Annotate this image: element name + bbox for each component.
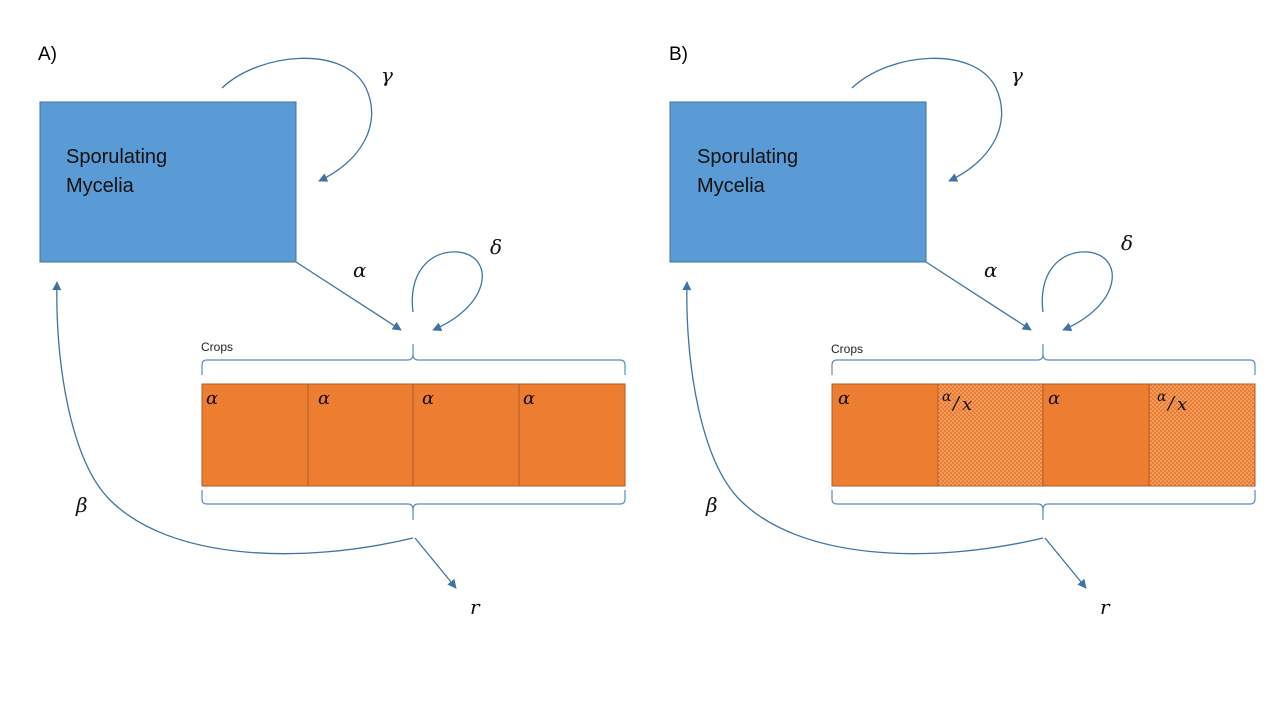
crop-cell-b-4-fraction: α / x [1157, 389, 1187, 415]
mycelia-label-line2-b: Mycelia [697, 175, 766, 197]
mycelia-box-b [669, 101, 927, 263]
gamma-arrow-b [851, 57, 1003, 182]
mycelia-box-a [39, 101, 297, 263]
alpha-label-a: α [353, 258, 367, 282]
top-brace-b [831, 344, 1256, 375]
top-brace-a [201, 344, 626, 375]
crop-cell-a-4 [518, 383, 626, 487]
gamma-label-a: γ [381, 63, 393, 87]
r-arrow-a [414, 537, 457, 589]
alpha-arrow-a [295, 261, 402, 331]
fraction-numerator: α [1157, 389, 1167, 405]
alpha-arrow-b [925, 261, 1032, 331]
fraction-slash: / [1166, 393, 1176, 414]
panel-a: A) Sporulating Mycelia γ α δ Crops α α α… [38, 44, 626, 619]
alpha-label-b: α [984, 258, 998, 282]
crop-cell-b-4 [1148, 383, 1256, 487]
crop-cell-a-4-label: α [523, 388, 535, 409]
crop-cell-b-2-fraction: α / x [942, 389, 972, 415]
crop-cell-a-1 [201, 383, 309, 487]
crop-cell-b-2 [937, 383, 1044, 487]
mycelia-label-line1-b: Sporulating [697, 146, 798, 168]
mycelia-label-line1-a: Sporulating [66, 146, 167, 168]
r-arrow-b [1044, 537, 1087, 589]
fraction-denominator: x [1177, 394, 1187, 415]
gamma-label-b: γ [1011, 63, 1023, 87]
panel-a-label: A) [38, 44, 57, 65]
delta-label-b: δ [1121, 231, 1133, 255]
crop-cell-a-2 [307, 383, 414, 487]
crops-label-a: Crops [201, 340, 233, 354]
beta-arrow-a [52, 281, 414, 555]
crop-cell-b-1 [831, 383, 939, 487]
fraction-denominator: x [962, 394, 972, 415]
beta-arrow-b [682, 281, 1044, 555]
crop-cell-a-1-label: α [206, 388, 218, 409]
crop-cell-b-1-label: α [838, 388, 850, 409]
crop-cell-a-2-label: α [318, 388, 330, 409]
delta-arrow-a [411, 251, 483, 331]
delta-arrow-b [1041, 251, 1113, 331]
panel-b: B) Sporulating Mycelia γ α δ Crops α α /… [669, 44, 1256, 619]
mycelia-label-line2-a: Mycelia [66, 175, 135, 197]
crop-cell-a-3-label: α [422, 388, 434, 409]
gamma-arrow-a [221, 57, 373, 182]
r-label-a: r [470, 595, 481, 619]
fraction-slash: / [951, 393, 961, 414]
crop-cell-b-3-label: α [1048, 388, 1060, 409]
beta-label-a: β [75, 493, 88, 517]
crop-cell-b-3 [1042, 383, 1150, 487]
r-label-b: r [1100, 595, 1111, 619]
bottom-brace-a [201, 490, 626, 520]
delta-label-a: δ [490, 235, 502, 259]
panel-b-label: B) [669, 44, 688, 65]
fraction-numerator: α [942, 389, 952, 405]
bottom-brace-b [831, 490, 1256, 520]
crops-label-b: Crops [831, 342, 863, 356]
beta-label-b: β [705, 493, 718, 517]
